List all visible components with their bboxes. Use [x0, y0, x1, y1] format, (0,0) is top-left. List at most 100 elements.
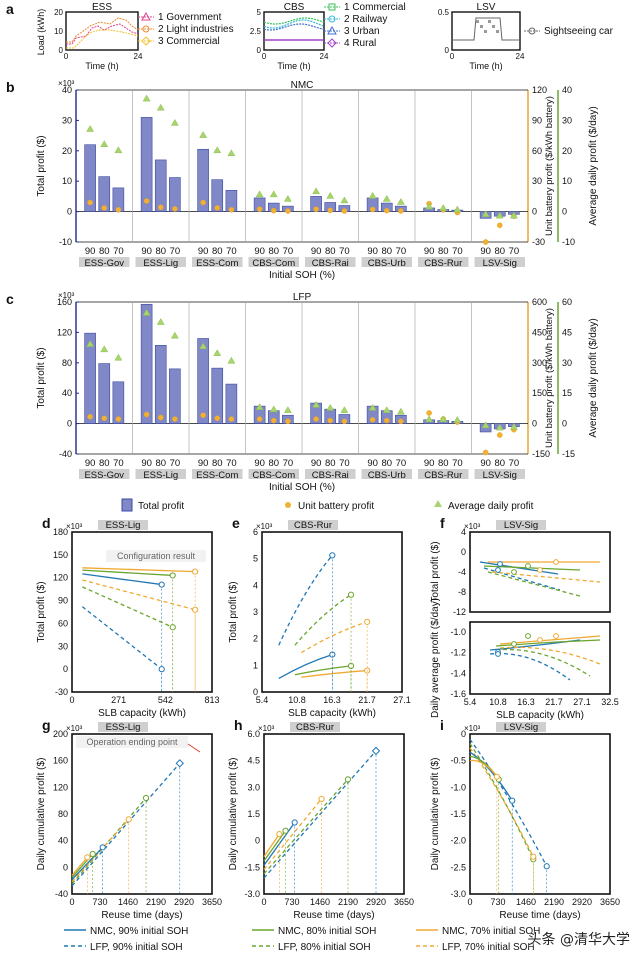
f-frame — [469, 531, 611, 613]
b-point-unit-profit — [115, 206, 122, 213]
lsv-xtick: 0 — [450, 52, 455, 61]
b-point-unit-profit — [341, 208, 348, 214]
c-group-label: ESS-Gov — [84, 470, 124, 481]
b-soh-tick: 90 — [311, 246, 322, 257]
b-point-daily-profit — [396, 197, 405, 205]
h-end-point — [344, 776, 352, 783]
d-exponent: ×10³ — [66, 522, 83, 531]
c-daily-label: Average daily profit ($/day) — [588, 318, 599, 437]
b-unit-label: Unit battery profit ($/kWh battery) — [544, 96, 555, 236]
line-legend-label: NMC, 70% initial SOH — [442, 926, 540, 937]
e-ytick: 2 — [253, 634, 258, 644]
h-ytick: 3.0 — [247, 782, 260, 792]
i-ytick: -2.0 — [450, 836, 466, 846]
b-bar-total-profit — [84, 144, 96, 212]
c-unit-tick: 150 — [532, 388, 547, 398]
b-point-daily-profit — [425, 202, 434, 210]
b-point-daily-profit — [283, 194, 292, 202]
b-point-unit-profit — [285, 208, 291, 214]
i-ytick: -1.0 — [450, 782, 466, 792]
d-end-point — [192, 568, 199, 575]
f-ytick-top: 4 — [461, 527, 466, 537]
h-xtick: 0 — [261, 897, 266, 907]
g-end-point — [99, 844, 106, 851]
e-title: CBS-Rur — [294, 520, 332, 531]
c-ytick: 0 — [67, 419, 72, 429]
f-ylabel-top: Total profit ($) — [430, 541, 441, 602]
c-point-daily-profit — [156, 318, 165, 325]
d-ylabel: Total profit ($) — [36, 581, 47, 642]
b-point-unit-profit — [383, 207, 390, 214]
g-ytick: 40 — [58, 836, 68, 846]
b-group-label-bg — [192, 257, 243, 267]
c-ytick: -40 — [59, 449, 72, 459]
f-end-point — [495, 651, 501, 657]
lsv-ytick: 0.5 — [438, 8, 450, 17]
f-xtick: 10.8 — [489, 697, 507, 707]
h-title: CBS-Rur — [296, 722, 334, 733]
panel-letter-i: i — [440, 717, 444, 733]
b-group-label-bg — [305, 257, 356, 267]
b-point-unit-profit — [228, 206, 235, 213]
lsv-ytick: 0 — [445, 46, 450, 55]
h-end-point — [276, 830, 283, 838]
ess-ytick: 20 — [54, 8, 63, 17]
i-xtick: 3650 — [600, 897, 620, 907]
line-legend-label: LFP, 70% initial SOH — [442, 942, 535, 953]
e-ytick: 4 — [253, 580, 258, 590]
cbs-xlabel: Time (h) — [277, 61, 310, 71]
f-end-point — [537, 567, 543, 573]
b-daily-label: Average daily profit ($/day) — [588, 106, 599, 225]
c-point-daily-profit — [495, 423, 504, 431]
g-ytick: -40 — [55, 889, 68, 899]
legend-bar-swatch — [121, 498, 133, 512]
c-point-daily-profit — [142, 308, 151, 316]
b-soh-tick: 90 — [254, 246, 265, 257]
h-xlabel: Reuse time (days) — [293, 910, 374, 921]
f-xlabel: SLB capacity (kWh) — [496, 710, 584, 721]
f-series-line — [499, 635, 601, 645]
c-daily-tick: 15 — [562, 388, 572, 398]
h-ytick: -3.0 — [244, 889, 260, 899]
c-soh-tick: 70 — [509, 458, 520, 469]
g-ytick: 200 — [53, 729, 68, 739]
ess-legend-item-marker — [141, 36, 151, 46]
d-xtick: 813 — [204, 695, 219, 705]
line-legend-label: LFP, 90% initial SOH — [90, 942, 183, 953]
e-xtick: 16.3 — [323, 695, 341, 705]
c-point-unit-profit — [496, 432, 503, 438]
g-xtick: 2190 — [146, 897, 166, 907]
cbs-com-load-line — [263, 17, 325, 25]
c-group-label: CBS-Com — [252, 470, 295, 481]
i-series-line — [469, 743, 534, 860]
b-soh-tick: 90 — [480, 246, 491, 257]
c-point-daily-profit — [86, 340, 95, 347]
b-point-daily-profit — [326, 191, 335, 199]
c-ytick: 120 — [57, 327, 72, 337]
c-soh-tick: 90 — [198, 458, 209, 469]
c-point-unit-profit — [383, 417, 390, 424]
c-point-unit-profit — [341, 418, 348, 425]
f-end-point — [525, 563, 531, 569]
i-series-line — [469, 759, 498, 778]
c-point-daily-profit — [382, 406, 391, 413]
c-bar-total-profit — [98, 363, 111, 424]
h-end-point — [282, 827, 289, 834]
b-point-unit-profit — [101, 205, 108, 211]
ess-xtick: 0 — [64, 52, 69, 61]
g-ytick: 80 — [58, 809, 68, 819]
c-point-unit-profit — [200, 412, 206, 419]
g-annotation-bg — [76, 736, 188, 748]
b-soh-tick: 90 — [198, 246, 209, 257]
d-annotation-bg — [106, 550, 206, 562]
g-series-line — [71, 797, 147, 885]
d-ytick: 180 — [53, 527, 68, 537]
e-ytick: 6 — [253, 527, 258, 537]
ess-xtick: 24 — [134, 52, 143, 61]
b-unit-tick: 30 — [532, 176, 542, 186]
ess-lig-load-line — [66, 17, 139, 43]
cbs-title: CBS — [284, 2, 305, 13]
b-soh-tick: 80 — [438, 246, 449, 257]
i-end-point — [509, 797, 516, 804]
h-series-line — [263, 798, 323, 870]
